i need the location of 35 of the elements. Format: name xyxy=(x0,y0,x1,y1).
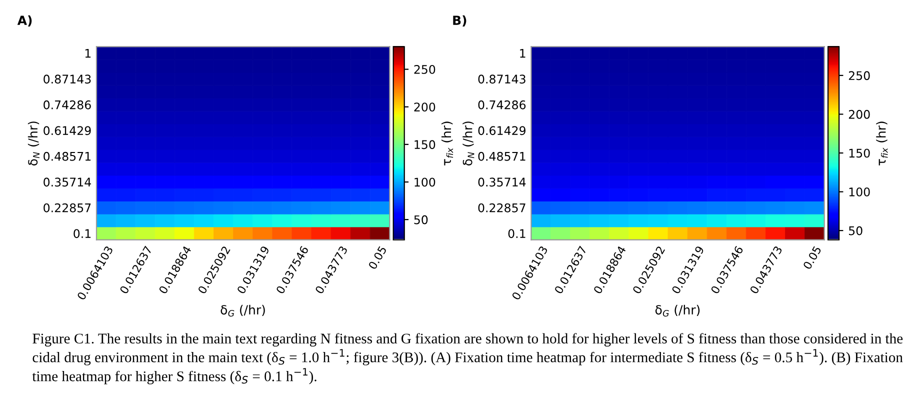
y-tick-label: 1 xyxy=(85,49,91,58)
y-axis-title: δ$_{N}$ (/hr) xyxy=(462,122,474,166)
y-tick-label: 0.1 xyxy=(508,229,526,238)
color-bar-label: 50 xyxy=(848,226,862,236)
color-bar-label: 100 xyxy=(849,187,870,196)
color-bar-label: 200 xyxy=(414,102,436,112)
y-axis-title: δ$_{N}$ (/hr) xyxy=(28,122,40,166)
y-tick-label: 0.35714 xyxy=(478,178,526,187)
text: Figure C1. The results in the main text regarding N fitness and G fixation are shown to hold for higher levels of S fitness than those considered in the cidal drug environment in the main text (δ$_{S}$ = 1.0 h$^{−1}$; figure 3(B)). (A) Fixation time heatmap for intermediate S fitness (δ$_{S}$ = 0.5 h$^{−1}$). (B) Fixation time heatmap for higher S fitness (δ$_{S}$ = 0.1 h$^{−1}$). xyxy=(32,333,903,384)
chart-title: B) xyxy=(453,15,466,26)
y-tick-label: 0.74286 xyxy=(478,100,526,110)
x-axis-title: δ$_{G}$ (/hr) xyxy=(220,304,265,317)
y-tick-label: 0.22857 xyxy=(44,203,91,212)
y-tick-label: 0.48571 xyxy=(44,152,91,161)
color-bar-label: 250 xyxy=(848,71,870,80)
y-tick-label: 0.74286 xyxy=(44,100,91,110)
color-bar-label: 50 xyxy=(414,215,428,224)
color-bar-title: τ$_{fix}$ (hr) xyxy=(441,122,454,166)
color-bar-label: 200 xyxy=(848,110,870,119)
y-tick-label: 0.61429 xyxy=(478,126,526,136)
y-tick-label: 0.35714 xyxy=(44,178,91,187)
color-bar-label: 100 xyxy=(414,178,436,187)
y-tick-label: 0.61429 xyxy=(44,126,91,136)
y-tick-label: 0.22857 xyxy=(478,203,526,212)
color-bar-label: 150 xyxy=(849,148,870,158)
y-tick-label: 0.87143 xyxy=(44,74,91,84)
color-bar-label: 150 xyxy=(414,140,436,150)
color-bar-title: τ$_{fix}$ (hr) xyxy=(876,122,888,166)
y-tick-label: 1 xyxy=(520,49,526,58)
y-tick-label: 0.1 xyxy=(74,229,91,238)
color-bar-label: 250 xyxy=(414,65,436,74)
y-tick-label: 0.48571 xyxy=(478,152,526,161)
x-axis-title: δ$_{G}$ (/hr) xyxy=(655,304,700,317)
y-tick-label: 0.87143 xyxy=(478,74,526,84)
chart-title: A) xyxy=(17,15,32,26)
